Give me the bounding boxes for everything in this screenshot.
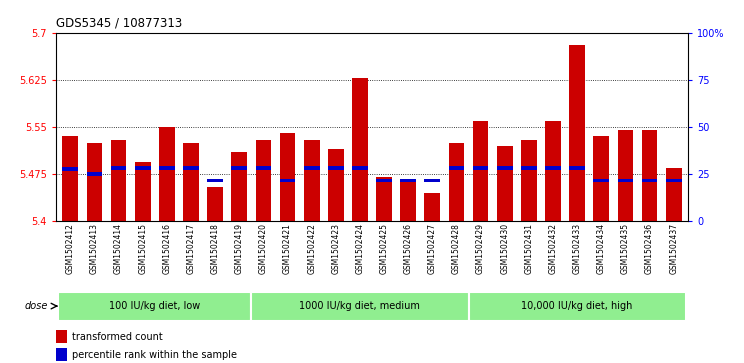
Bar [400,179,416,183]
Bar [594,179,609,183]
Bar [497,166,513,170]
Bar [497,146,513,221]
Bar [449,166,464,170]
Bar [86,172,102,176]
Bar [255,166,272,170]
Bar [400,180,416,221]
Bar [472,121,489,221]
Bar [111,166,126,170]
Bar [545,166,561,170]
Bar [618,179,633,183]
Bar [86,143,102,221]
Bar [251,292,469,322]
Bar [208,179,223,183]
Bar [255,140,272,221]
Text: percentile rank within the sample: percentile rank within the sample [71,350,237,360]
Bar [56,348,67,361]
Bar [569,45,585,221]
Bar [304,166,319,170]
Bar [62,167,78,171]
Bar [449,143,464,221]
Bar [352,78,368,221]
Bar [328,149,344,221]
Bar [231,152,247,221]
Text: 1000 IU/kg diet, medium: 1000 IU/kg diet, medium [300,301,420,311]
Bar [280,179,295,183]
Bar [183,143,199,221]
Bar [376,179,392,183]
Bar [328,166,344,170]
Text: transformed count: transformed count [71,332,162,342]
Bar [642,179,658,183]
Bar [208,187,223,221]
Bar [666,179,682,183]
Bar [280,133,295,221]
Bar [521,166,536,170]
Bar [352,166,368,170]
Text: 100 IU/kg diet, low: 100 IU/kg diet, low [109,301,200,311]
Bar [642,130,658,221]
Bar [472,166,489,170]
Bar [304,140,319,221]
Bar [159,127,175,221]
Bar [618,130,633,221]
Bar [376,178,392,221]
Bar [58,292,251,322]
Bar [62,136,78,221]
Bar [545,121,561,221]
Bar [425,179,440,183]
Bar [231,166,247,170]
Text: 10,000 IU/kg diet, high: 10,000 IU/kg diet, high [522,301,633,311]
Bar [56,330,67,343]
Bar [666,168,682,221]
Text: dose: dose [25,301,48,311]
Bar [111,140,126,221]
Bar [594,136,609,221]
Bar [521,140,536,221]
Bar [135,166,150,170]
Bar [183,166,199,170]
Bar [425,193,440,221]
Bar [135,162,150,221]
Text: GDS5345 / 10877313: GDS5345 / 10877313 [56,16,182,29]
Bar [569,166,585,170]
Bar [159,166,175,170]
Bar [469,292,686,322]
